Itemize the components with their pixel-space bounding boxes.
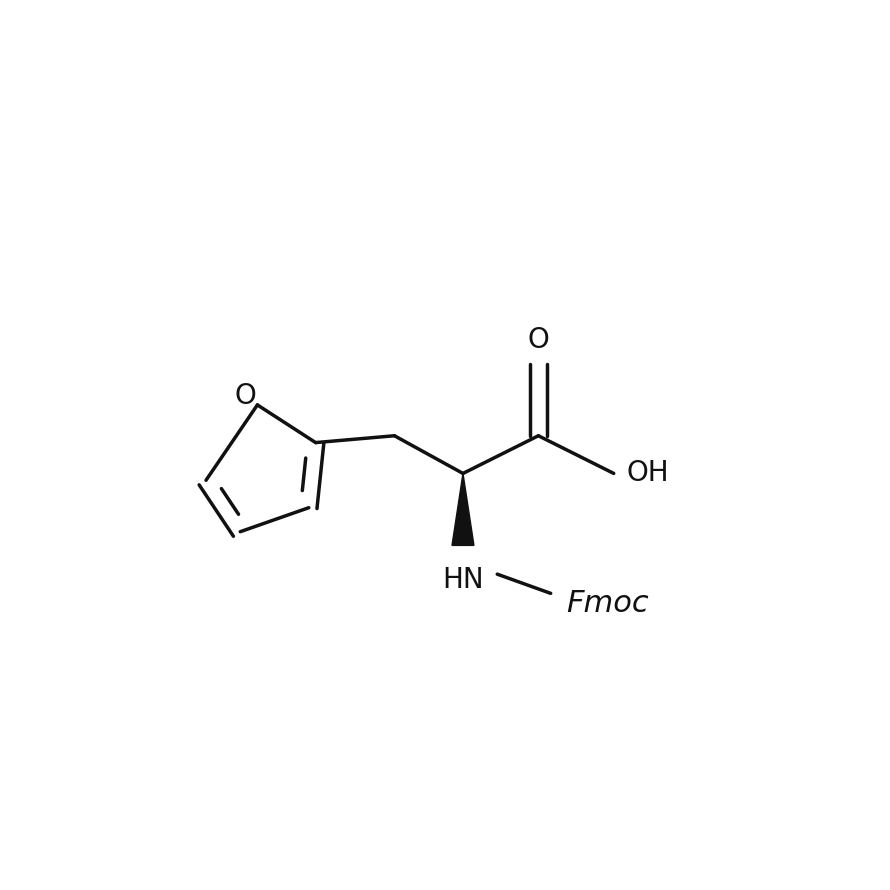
Text: OH: OH (626, 459, 668, 488)
Text: Fmoc: Fmoc (566, 589, 649, 619)
Text: O: O (234, 382, 256, 410)
Text: HN: HN (442, 566, 484, 594)
Polygon shape (452, 473, 474, 546)
Text: O: O (528, 326, 549, 354)
